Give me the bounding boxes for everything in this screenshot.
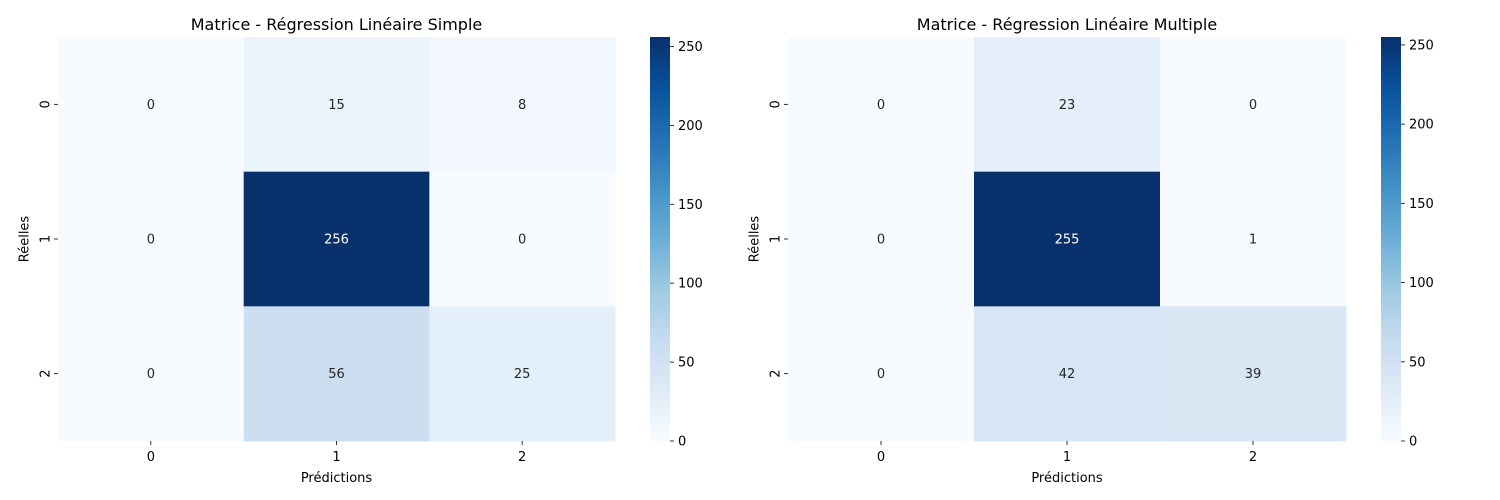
x-tick-label: 1: [1063, 450, 1071, 465]
heatmap-cell: [243, 171, 430, 307]
y-tick-label: 0: [39, 100, 54, 108]
cell-value-label: 0: [147, 98, 155, 113]
heatmap-cell: [429, 37, 616, 173]
cell-value-label: 0: [877, 98, 885, 113]
y-tick-label: 1: [39, 235, 54, 243]
cell-value-label: 0: [877, 367, 885, 382]
colorbar-tick-label: 150: [678, 198, 703, 213]
cell-value-label: 42: [1059, 367, 1076, 382]
cell-value-label: 0: [518, 233, 526, 248]
cell-value-label: 15: [328, 98, 345, 113]
y-tick-label: 2: [39, 370, 54, 378]
y-tick-label: 1: [769, 235, 784, 243]
heatmap-cell: [243, 306, 430, 442]
heatmap-cell: [58, 37, 245, 173]
cell-value-label: 39: [1245, 367, 1262, 382]
cell-value-label: 0: [147, 367, 155, 382]
x-tick-label: 2: [518, 450, 526, 465]
x-tick-label: 1: [332, 450, 340, 465]
heatmap-cell: [429, 306, 616, 442]
heatmap-cell: [1160, 171, 1347, 307]
heatmap-cell: [58, 306, 245, 442]
heatmap-cell: [788, 171, 975, 307]
colorbar: [1381, 37, 1401, 441]
x-tick-label: 0: [877, 450, 885, 465]
y-axis-label: Réelles: [748, 216, 763, 263]
heatmap-cell: [1160, 37, 1347, 173]
y-tick-label: 2: [769, 370, 784, 378]
x-axis-label: Prédictions: [301, 471, 373, 486]
heatmap-cell: [974, 171, 1161, 307]
heatmap-cell: [788, 306, 975, 442]
heatmap-cell: [1160, 306, 1347, 442]
colorbar-tick-label: 50: [678, 356, 695, 371]
heatmap-panel-1: Matrice - Régression Linéaire Multiple 0 2…: [748, 15, 1434, 486]
colorbar-tick-label: 100: [678, 277, 703, 292]
colorbar-tick-label: 0: [678, 435, 686, 450]
colorbar-tick-label: 200: [1409, 118, 1434, 133]
cell-value-label: 0: [877, 233, 885, 248]
heatmap-cell: [788, 37, 975, 173]
cell-value-label: 23: [1059, 98, 1076, 113]
cell-value-label: 0: [1249, 98, 1257, 113]
heatmap-cell: [974, 37, 1161, 173]
colorbar-tick-label: 150: [1409, 197, 1434, 212]
cell-value-label: 0: [147, 233, 155, 248]
cell-value-label: 1: [1249, 233, 1257, 248]
x-tick-label: 0: [147, 450, 155, 465]
colorbar-tick-label: 50: [1409, 355, 1426, 370]
colorbar-tick-label: 100: [1409, 276, 1434, 291]
heatmap-cell: [243, 37, 430, 173]
x-tick-label: 2: [1249, 450, 1257, 465]
heatmap-cell: [429, 171, 616, 307]
y-axis-label: Réelles: [18, 216, 33, 263]
colorbar-tick-label: 0: [1409, 435, 1417, 450]
cell-value-label: 56: [328, 367, 345, 382]
cell-value-label: 256: [324, 233, 349, 248]
colorbar-tick-label: 200: [678, 119, 703, 134]
cell-value-label: 255: [1055, 233, 1080, 248]
cell-value-label: 25: [514, 367, 531, 382]
chart-title: Matrice - Régression Linéaire Simple: [191, 15, 482, 34]
chart-title: Matrice - Régression Linéaire Multiple: [917, 15, 1217, 34]
heatmap-panel-0: Matrice - Régression Linéaire Simple 0 15 8…: [18, 15, 703, 486]
colorbar-tick-label: 250: [1409, 38, 1434, 53]
colorbar: [650, 37, 670, 441]
colorbar-tick-label: 250: [678, 40, 703, 55]
heatmap-cell: [974, 306, 1161, 442]
x-axis-label: Prédictions: [1031, 471, 1103, 486]
heatmap-cell: [58, 171, 245, 307]
y-tick-label: 0: [769, 100, 784, 108]
cell-value-label: 8: [518, 98, 526, 113]
